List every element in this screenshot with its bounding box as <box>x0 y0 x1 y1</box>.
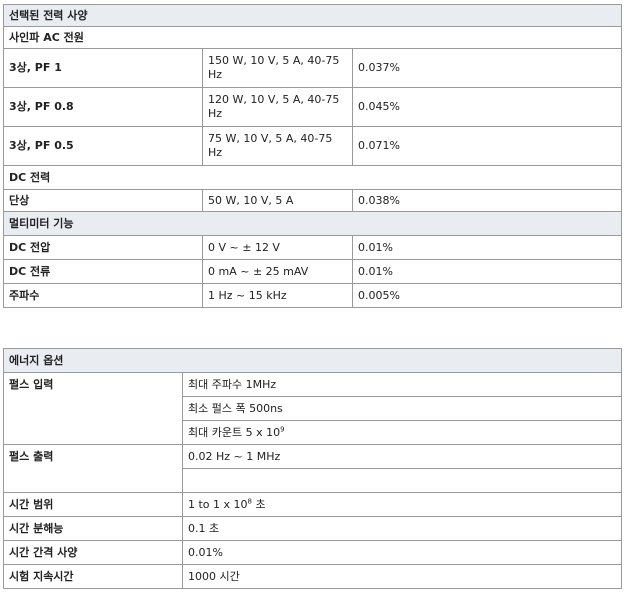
row-value: 0.038% <box>351 189 623 212</box>
table-row: 최대 카운트 5 x 109 <box>4 420 622 445</box>
table-row: 펄스 입력 최대 주파수 1MHz <box>3 372 622 445</box>
row-label: 시간 분해능 <box>3 516 183 541</box>
row-label: 단상 <box>3 189 203 212</box>
row-value: 0.045% <box>351 87 623 127</box>
time-range-label: 시간 범위 <box>3 492 183 517</box>
row-label: 시간 간격 사양 <box>3 540 183 565</box>
row-value: 0.005% <box>351 283 623 308</box>
table-row: 주파수 1 Hz ~ 15 kHz 0.005% <box>3 283 623 308</box>
table-row: 3상, PF 0.5 75 W, 10 V, 5 A, 40-75 Hz 0.0… <box>3 126 623 166</box>
pulse-output-extra <box>182 468 622 493</box>
max-count-exponent: 9 <box>280 424 285 433</box>
row-value: 0.1 초 <box>182 516 622 541</box>
pulse-output-range: 0.02 Hz ~ 1 MHz <box>182 444 622 469</box>
row-label: 3상, PF 1 <box>3 48 203 88</box>
row-label: DC 전압 <box>3 235 203 260</box>
pulse-input-min-width: 최소 펄스 폭 500ns <box>182 396 622 421</box>
row-value: 0.071% <box>351 126 623 166</box>
row-label: 3상, PF 0.5 <box>3 126 203 166</box>
row-value: 0.037% <box>351 48 623 88</box>
row-value: 0.01% <box>351 235 623 260</box>
pulse-input-max-frequency: 최대 주파수 1MHz <box>182 372 622 397</box>
row-value: 1000 시간 <box>182 564 622 589</box>
table-row: DC 전류 0 mA ~ ± 25 mAV 0.01% <box>3 259 623 284</box>
section-dc-power: DC 전력 <box>2 165 623 190</box>
table-row: 3상, PF 0.8 120 W, 10 V, 5 A, 40-75 Hz 0.… <box>3 87 623 127</box>
section-ac-power: 사인파 AC 전원 <box>2 26 623 49</box>
table-title: 에너지 옵션 <box>3 348 622 373</box>
table-row: 최소 펄스 폭 500ns <box>4 396 622 421</box>
row-spec: 120 W, 10 V, 5 A, 40-75 Hz <box>202 87 353 127</box>
row-label: 주파수 <box>3 283 203 308</box>
time-range-value: 1 to 1 x 108 초 <box>182 492 622 517</box>
table-row: 3상, PF 1 150 W, 10 V, 5 A, 40-75 Hz 0.03… <box>3 48 623 88</box>
row-spec: 150 W, 10 V, 5 A, 40-75 Hz <box>202 48 353 88</box>
row-label: DC 전류 <box>3 259 203 284</box>
table-row: DC 전압 0 V ~ ± 12 V 0.01% <box>3 235 623 260</box>
table-row: 시간 간격 사양 0.01% <box>3 540 622 565</box>
energy-options-table: 에너지 옵션 펄스 입력 최대 주파수 1MHz 최소 펄스 폭 500ns 최… <box>3 348 622 589</box>
row-value: 0.01% <box>351 259 623 284</box>
max-count-prefix: 최대 카운트 5 x 10 <box>188 425 281 439</box>
row-spec: 1 Hz ~ 15 kHz <box>202 283 353 308</box>
table-row: 시간 범위 1 to 1 x 108 초 <box>3 492 622 517</box>
power-spec-table: 선택된 전력 사양 사인파 AC 전원 3상, PF 1 150 W, 10 V… <box>2 4 623 308</box>
row-value: 0.01% <box>182 540 622 565</box>
pulse-input-max-count: 최대 카운트 5 x 109 <box>182 420 622 445</box>
time-range-prefix: 1 to 1 x 10 <box>188 497 248 511</box>
table-title: 선택된 전력 사양 <box>2 4 623 27</box>
section-multimeter: 멀티미터 기능 <box>2 211 623 236</box>
table-row: 시간 분해능 0.1 초 <box>3 516 622 541</box>
table-row: 펄스 출력 0.02 Hz ~ 1 MHz <box>3 444 622 493</box>
row-spec: 0 mA ~ ± 25 mAV <box>202 259 353 284</box>
pulse-output-label: 펄스 출력 <box>3 444 183 493</box>
time-range-suffix: 초 <box>252 497 266 511</box>
row-spec: 75 W, 10 V, 5 A, 40-75 Hz <box>202 126 353 166</box>
table-row: 시험 지속시간 1000 시간 <box>3 564 622 589</box>
row-label: 시험 지속시간 <box>3 564 183 589</box>
row-spec: 0 V ~ ± 12 V <box>202 235 353 260</box>
time-range-exponent: 8 <box>247 496 253 505</box>
table-row: 단상 50 W, 10 V, 5 A 0.038% <box>3 189 623 212</box>
row-spec: 50 W, 10 V, 5 A <box>202 189 353 212</box>
row-label: 3상, PF 0.8 <box>3 87 203 127</box>
pulse-input-label: 펄스 입력 <box>3 372 183 445</box>
